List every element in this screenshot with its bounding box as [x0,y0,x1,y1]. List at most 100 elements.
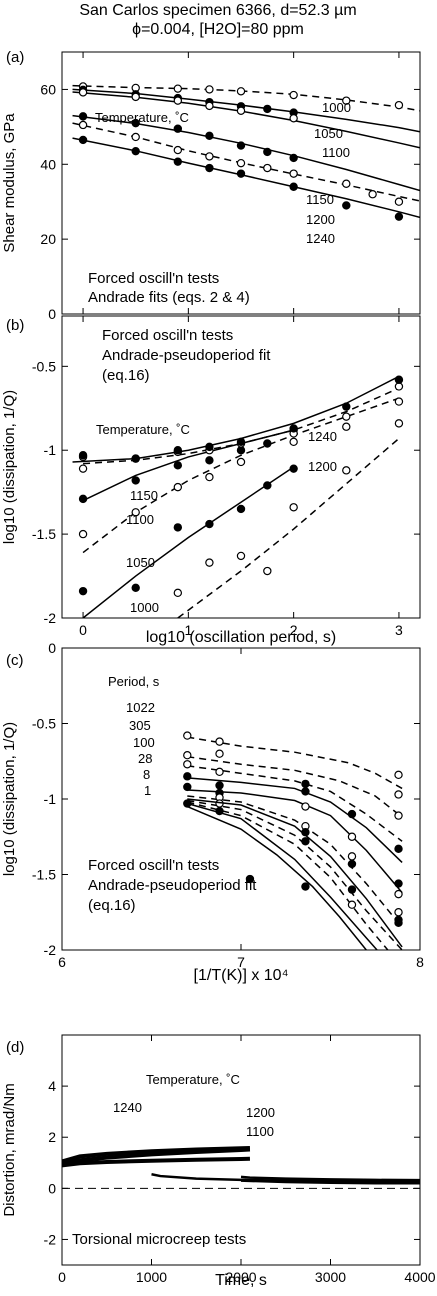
legend-title: Temperature, ˚C [95,110,189,125]
data-point [301,882,310,891]
series-label: 1240 [308,429,337,444]
data-point [173,523,183,532]
fit-line [82,466,295,618]
data-point [394,212,404,221]
fit-line [72,114,420,192]
y-tick-label: -1 [44,791,57,807]
y-tick-label: -1.5 [32,867,56,883]
panel-label: (d) [6,1039,24,1056]
data-point [131,454,140,463]
y-axis-label: Distortion, mrad/Nm [1,1083,18,1216]
series-label: 1022 [126,700,155,715]
series-label: 100 [133,735,155,750]
y-tick-label: 40 [40,156,56,172]
x-tick-label: 0 [58,1269,66,1285]
y-axis-label: log10 (dissipation, 1/Q) [1,390,18,544]
data-point [368,190,377,199]
y-tick-label: 60 [40,81,56,97]
data-point [289,424,298,433]
data-point [131,146,140,156]
data-point [173,461,183,470]
data-point [289,182,298,191]
data-point [263,104,272,114]
y-tick-label: 0 [48,306,56,322]
data-point [301,828,310,837]
y-tick-label: 0 [48,1180,56,1196]
series-label: 1000 [322,100,351,115]
panel-1: -2 -1.5 -1 -0.5 0 1 2 3 log10 (dissipation, 1/Q)… [1,315,421,646]
y-tick-label: 20 [40,231,56,247]
x-tick-label: 6 [58,954,66,970]
fit-line [72,91,420,149]
data-point [394,770,403,780]
y-tick-label: -0.5 [32,716,56,732]
data-point [236,437,246,447]
data-point [394,918,403,928]
data-point [263,439,272,448]
data-point [131,508,140,517]
data-point [78,464,88,473]
series-label: 1000 [130,600,159,615]
data-point [78,88,88,97]
data-point [236,551,246,561]
y-tick-label: -2 [44,1231,57,1247]
y-axis-label: log10 (dissipation, 1/Q) [1,722,18,876]
plot-frame [61,51,421,315]
y-tick-label: -2 [44,942,57,958]
data-point [173,84,183,93]
series-label: 1200 [308,459,337,474]
data-point [236,169,246,178]
fit-line [72,137,420,219]
fit-line [177,437,400,618]
data-point [236,457,246,467]
data-point [342,96,351,105]
data-point [205,456,214,465]
data-point [205,152,214,161]
data-point [215,737,224,746]
figure-title-line2: ϕ=0.004, [H2O]=80 ppm [132,21,304,38]
fit-line [187,805,367,950]
data-point [131,92,140,102]
data-point [394,908,403,917]
data-point [215,781,224,790]
data-point [342,412,351,421]
note-text: Andrade-pseudoperiod fit [102,347,271,364]
data-point [78,135,88,145]
data-point [394,197,404,206]
fit-line [187,799,403,950]
data-point [205,472,214,482]
x-tick-label: 2 [290,622,298,638]
note-text: (eq.16) [88,897,136,914]
panel-label: (b) [6,317,24,334]
data-point [205,519,214,529]
data-point [173,446,183,455]
y-tick-label: -2 [44,610,57,626]
data-point [78,494,88,504]
data-point [131,118,140,128]
x-tick-label: 0 [79,622,87,638]
data-point [347,852,357,861]
series-label: 1200 [246,1105,275,1120]
data-point [236,87,246,96]
data-point [236,158,246,168]
y-tick-label: 4 [48,1078,56,1094]
series-label: 1240 [306,231,335,246]
data-point [205,558,214,567]
data-point [131,583,140,593]
data-point [215,767,224,777]
data-point [347,832,357,841]
panel-label: (a) [6,49,24,66]
panel-0: 0 20 40 60 Shear modulus, GPa (a) Temperature,… [1,49,421,322]
series-label: 1100 [126,512,154,527]
series-label: 28 [138,751,152,766]
data-point [394,397,404,406]
data-point [263,566,272,576]
y-axis-label: Shear modulus, GPa [1,113,18,253]
note-text: Forced oscill'n tests [102,327,233,344]
data-point [205,85,214,94]
data-point [289,437,298,447]
data-point [173,145,183,155]
data-point [78,112,88,121]
note-text: Forced oscill'n tests [88,857,219,874]
